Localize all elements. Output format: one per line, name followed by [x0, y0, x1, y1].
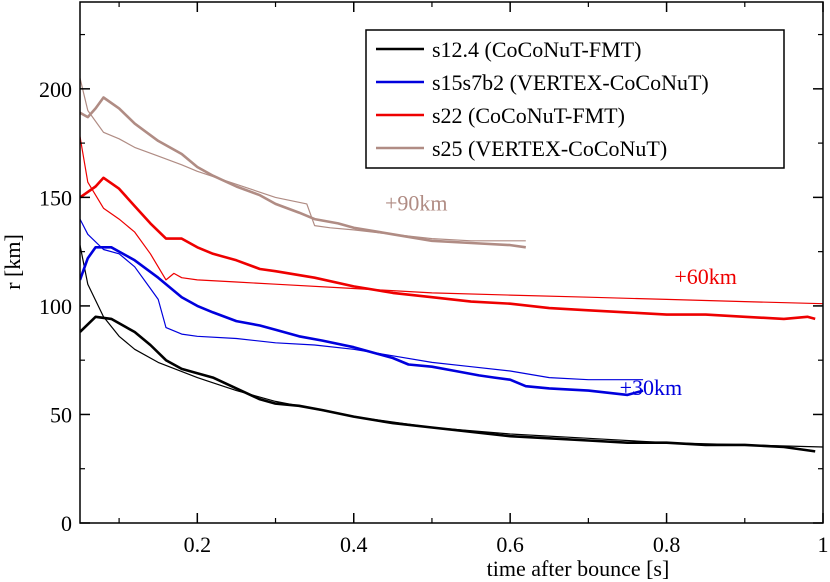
- axis-ticks: 0.2 0.4 0.6 0.8 1 0 50 100 150 200: [39, 2, 829, 557]
- x-tick-label: 0.2: [184, 532, 212, 557]
- series-2-thick-line: [80, 176, 816, 321]
- legend-label-0: s12.4 (CoCoNuT-FMT): [432, 37, 641, 62]
- y-tick-label: 100: [39, 294, 72, 319]
- series-0-thick-line: [80, 315, 816, 453]
- y-tick-label: 0: [61, 511, 72, 536]
- annotation-1: +60km: [674, 264, 737, 289]
- x-tick-label: 0.4: [340, 532, 368, 557]
- legend-box: [365, 29, 785, 169]
- plot-frame: [79, 1, 824, 524]
- x-tick-label: 1: [818, 532, 829, 557]
- series-layer: [80, 77, 823, 453]
- annotation-0: +90km: [385, 190, 448, 215]
- legend-label-2: s22 (CoCoNuT-FMT): [432, 103, 625, 128]
- legend-label-1: s15s7b2 (VERTEX-CoCoNuT): [432, 70, 709, 95]
- annotation-2: +30km: [620, 375, 683, 400]
- y-tick-label: 150: [39, 185, 72, 210]
- y-tick-label: 50: [50, 402, 72, 427]
- y-tick-label: 200: [39, 77, 72, 102]
- annotations: +90km +60km +30km: [385, 190, 737, 400]
- series-2-thin-line: [80, 136, 823, 305]
- x-axis-label: time after bounce [s]: [487, 556, 670, 581]
- y-axis-label: r [km]: [0, 234, 25, 290]
- legend-label-3: s25 (VERTEX-CoCoNuT): [432, 136, 667, 161]
- x-tick-label: 0.6: [496, 532, 524, 557]
- series-3-thick-line: [80, 96, 526, 249]
- series-1-thin-line: [80, 218, 644, 381]
- series-0-thin-line: [80, 244, 823, 448]
- series-3-thin-line: [80, 77, 526, 242]
- x-tick-label: 0.8: [653, 532, 681, 557]
- series-1-thick-line: [80, 246, 644, 397]
- legend: s12.4 (CoCoNuT-FMT) s15s7b2 (VERTEX-CoCoN…: [365, 29, 785, 169]
